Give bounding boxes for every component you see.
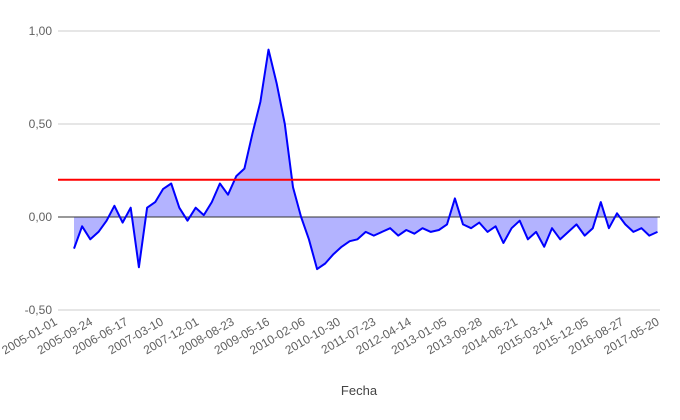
y-tick-label: 0,50 [29,117,53,131]
y-axis-ticks: -0,50 0,00 0,50 1,00 [25,24,53,317]
y-tick-label: 0,00 [29,210,53,224]
y-tick-label: -0,50 [25,303,53,317]
series-line [73,48,658,271]
gridlines [58,30,660,311]
x-axis-title: Fecha [341,383,378,398]
series-layer [73,48,658,271]
series-area-fill [74,49,658,270]
area-layer [74,49,658,270]
y-tick-label: 1,00 [29,24,53,38]
x-axis-ticks: 2005-01-012005-09-242006-06-172007-03-10… [0,314,662,357]
